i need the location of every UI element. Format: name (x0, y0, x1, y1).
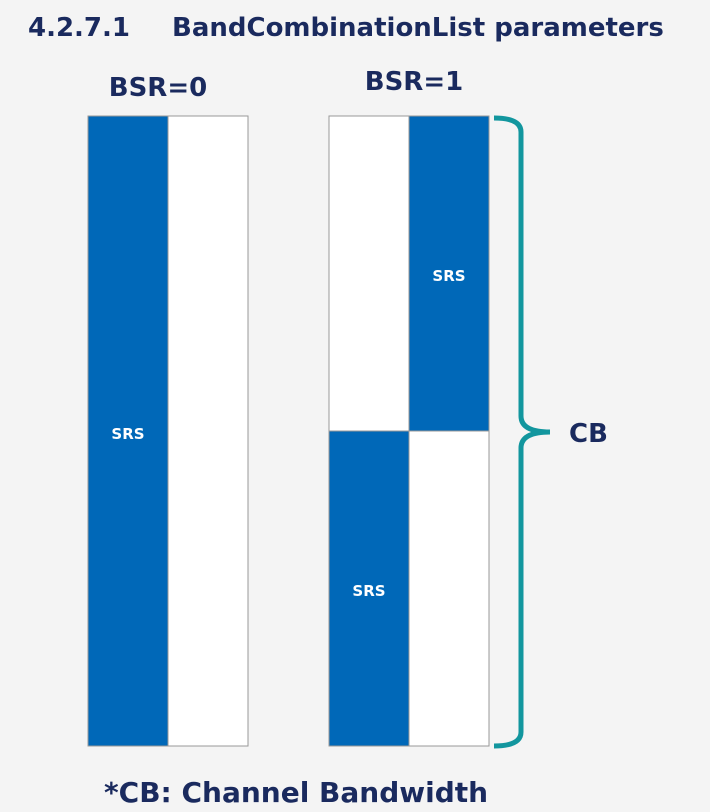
srs-block (328, 430, 410, 747)
empty-block (328, 115, 410, 432)
empty-block (408, 430, 490, 747)
heading-number: 4.2.7.1 (28, 13, 130, 43)
empty-block (167, 115, 249, 747)
brace (493, 115, 551, 749)
heading-title: BandCombinationList parameters (172, 13, 664, 43)
panel-label: BSR=0 (109, 73, 207, 103)
footnote: *CB: Channel Bandwidth (104, 776, 488, 809)
brace-label: CB (569, 419, 608, 449)
panel-label: BSR=1 (365, 67, 463, 97)
block-label: SRS (432, 267, 465, 285)
srs-block (87, 115, 169, 747)
block-label: SRS (352, 582, 385, 600)
srs-block (408, 115, 490, 432)
block-label: SRS (111, 425, 144, 443)
